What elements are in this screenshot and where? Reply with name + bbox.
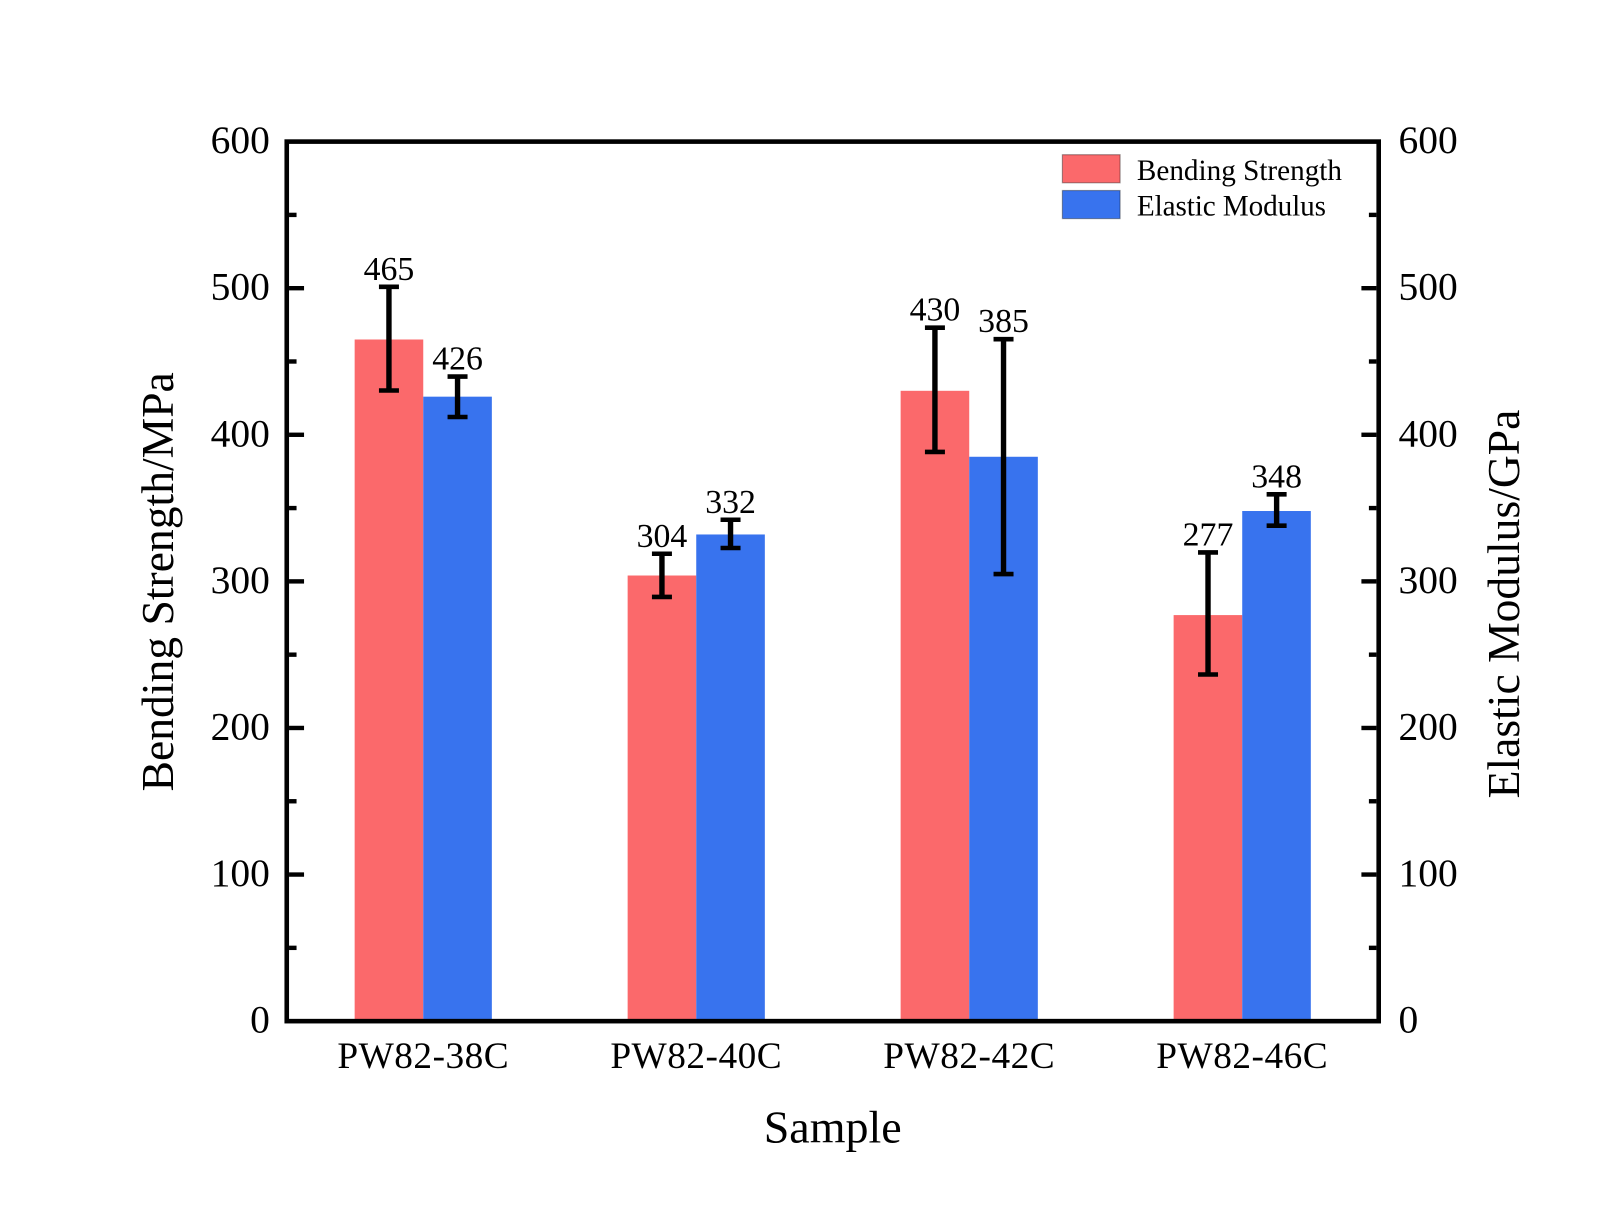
svg-text:332: 332: [705, 484, 756, 521]
svg-text:465: 465: [364, 251, 415, 288]
svg-text:100: 100: [1399, 851, 1458, 895]
svg-text:300: 300: [1399, 558, 1458, 602]
svg-text:PW82-40C: PW82-40C: [610, 1036, 782, 1077]
svg-text:200: 200: [211, 704, 270, 748]
svg-text:385: 385: [978, 303, 1029, 340]
svg-text:500: 500: [1399, 265, 1458, 309]
svg-text:430: 430: [910, 292, 961, 329]
svg-text:Elastic Modulus/GPa: Elastic Modulus/GPa: [1478, 410, 1529, 799]
svg-text:PW82-46C: PW82-46C: [1156, 1036, 1328, 1077]
svg-text:Elastic Modulus: Elastic Modulus: [1137, 190, 1326, 222]
svg-text:300: 300: [211, 558, 270, 602]
svg-text:400: 400: [1399, 411, 1458, 455]
svg-text:600: 600: [1399, 118, 1458, 162]
svg-text:Bending Strength/MPa: Bending Strength/MPa: [132, 372, 183, 791]
svg-text:PW82-38C: PW82-38C: [337, 1036, 509, 1077]
svg-text:400: 400: [211, 411, 270, 455]
svg-text:200: 200: [1399, 704, 1458, 748]
svg-text:348: 348: [1251, 458, 1302, 495]
svg-text:277: 277: [1183, 516, 1234, 553]
svg-text:304: 304: [637, 518, 688, 555]
svg-text:0: 0: [1399, 998, 1419, 1042]
svg-text:426: 426: [432, 341, 483, 378]
svg-text:0: 0: [250, 998, 270, 1042]
svg-text:Sample: Sample: [764, 1101, 902, 1152]
svg-text:Bending Strength: Bending Strength: [1137, 155, 1343, 187]
svg-text:100: 100: [211, 851, 270, 895]
svg-text:PW82-42C: PW82-42C: [883, 1036, 1055, 1077]
svg-text:500: 500: [211, 265, 270, 309]
svg-text:600: 600: [211, 118, 270, 162]
